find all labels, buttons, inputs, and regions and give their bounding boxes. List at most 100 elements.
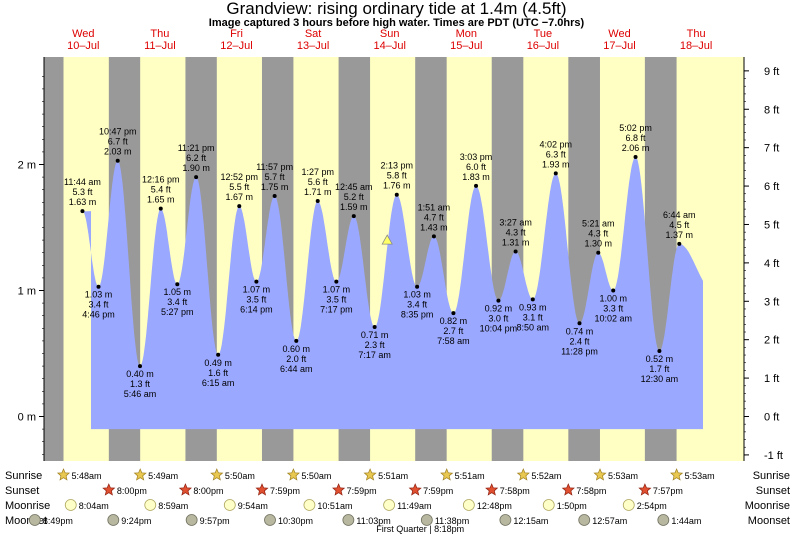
sunset-time: 7:59pm bbox=[270, 486, 300, 496]
extreme-dot bbox=[513, 249, 518, 254]
sunrise-time: 5:51am bbox=[378, 471, 408, 481]
moonset-icon bbox=[657, 514, 670, 526]
extreme-label: 0.40 m bbox=[126, 369, 154, 379]
extreme-label: 7:17 pm bbox=[320, 305, 353, 315]
day-of-week-label: Mon bbox=[456, 28, 477, 40]
extreme-dot bbox=[496, 298, 501, 303]
extreme-dot bbox=[216, 352, 221, 357]
moonrise-icon bbox=[303, 499, 316, 511]
date-label: 18–Jul bbox=[680, 40, 712, 52]
extreme-label: 5:02 pm bbox=[619, 123, 652, 133]
extreme-label: 4.7 ft bbox=[424, 212, 445, 222]
extreme-label: 11:28 pm bbox=[561, 346, 598, 356]
extreme-label: 0.74 m bbox=[566, 326, 594, 336]
right-tick-label: 9 ft bbox=[764, 66, 779, 78]
extreme-label: 10:47 pm bbox=[99, 127, 137, 137]
extreme-label: 5:27 pm bbox=[161, 307, 194, 317]
right-tick-label: 0 ft bbox=[764, 412, 779, 424]
extreme-dot bbox=[237, 204, 242, 209]
sunrise-icon bbox=[670, 468, 684, 481]
extreme-label: 10:02 am bbox=[594, 314, 632, 324]
extreme-label: 3.4 ft bbox=[89, 300, 110, 310]
extreme-label: 1.63 m bbox=[69, 197, 97, 207]
moonset-time: 12:15am bbox=[513, 516, 548, 526]
extreme-label: 8:50 am bbox=[517, 322, 550, 332]
row-label-left: Sunset bbox=[5, 485, 39, 497]
moonset-icon bbox=[185, 514, 198, 526]
row-label-left: Moonrise bbox=[5, 500, 50, 512]
extreme-label: 1:51 am bbox=[418, 202, 451, 212]
tide-extreme-high: 5:02 pm6.8 ft2.06 m bbox=[619, 123, 652, 159]
sunrise-icon bbox=[133, 468, 147, 481]
sunset-time: 7:58pm bbox=[576, 486, 606, 496]
extreme-label: 5.5 ft bbox=[229, 182, 250, 192]
chart-title: Grandview: rising ordinary tide at 1.4m … bbox=[226, 0, 567, 18]
extreme-label: 1.43 m bbox=[420, 222, 448, 232]
extreme-labels: 11:44 am5.3 ft1.63 m1.03 m3.4 ft4:46 pm1… bbox=[64, 123, 696, 399]
row-label-right: Moonset bbox=[748, 515, 790, 527]
sunrise-icon bbox=[363, 468, 377, 481]
extreme-label: 0.93 m bbox=[519, 302, 547, 312]
extreme-dot bbox=[611, 288, 616, 293]
moonrise-time: 11:49am bbox=[397, 501, 431, 511]
extreme-label: 1.75 m bbox=[261, 182, 289, 192]
extreme-dot bbox=[677, 241, 682, 246]
date-label: 12–Jul bbox=[220, 40, 252, 52]
extreme-dot bbox=[596, 250, 601, 255]
extreme-label: 1.31 m bbox=[502, 237, 530, 247]
extreme-label: 1.90 m bbox=[182, 163, 210, 173]
extreme-label: 6:15 am bbox=[202, 378, 235, 388]
extreme-label: 5.2 ft bbox=[344, 192, 365, 202]
left-tick-label: 1 m bbox=[18, 286, 36, 298]
sunrise-icon bbox=[56, 468, 71, 481]
extreme-label: 3.3 ft bbox=[603, 304, 624, 314]
extreme-label: 1.6 ft bbox=[208, 368, 229, 378]
extreme-label: 5.7 ft bbox=[265, 172, 286, 182]
moonrise-icon bbox=[64, 499, 77, 511]
extreme-label: 7:58 am bbox=[437, 336, 470, 346]
sun-moon-table: Sunrise Sunrise Sunset Sunset Moonrise Moonri… bbox=[5, 468, 790, 534]
tide-extreme-high: 12:16 pm5.4 ft1.65 m bbox=[142, 175, 180, 211]
tide-extreme-low: 1.03 m3.4 ft4:46 pm bbox=[82, 284, 115, 320]
tide-extreme-high: 1:27 pm5.6 ft1.71 m bbox=[301, 167, 334, 204]
tide-extreme-high: 12:45 am5.2 ft1.59 m bbox=[335, 182, 373, 219]
extreme-label: 1:27 pm bbox=[301, 167, 334, 177]
extreme-label: 2.3 ft bbox=[365, 340, 386, 350]
moonrise-icon bbox=[383, 499, 396, 511]
sunset-time: 7:59pm bbox=[423, 486, 453, 496]
sunrise-time: 5:52am bbox=[531, 471, 561, 481]
day-of-week-label: Fri bbox=[230, 28, 243, 40]
extreme-label: 3.5 ft bbox=[246, 295, 267, 305]
moonrise-time: 9:54am bbox=[238, 501, 268, 511]
sunset-icon bbox=[255, 483, 269, 496]
date-label: 13–Jul bbox=[297, 40, 329, 52]
sunset-icon bbox=[178, 483, 192, 496]
sunset-time: 7:58pm bbox=[500, 486, 530, 496]
day-of-week-label: Sat bbox=[305, 28, 322, 40]
tide-extreme-high: 12:52 pm5.5 ft1.67 m bbox=[221, 172, 259, 209]
moonset-icon bbox=[264, 514, 276, 526]
right-tick-label: 8 ft bbox=[764, 104, 779, 116]
right-tick-label: 7 ft bbox=[764, 143, 779, 155]
sunrise-time: 5:49am bbox=[148, 471, 178, 481]
extreme-label: 11:21 pm bbox=[178, 143, 215, 153]
extreme-label: 4.3 ft bbox=[506, 227, 527, 237]
tide-extreme-high: 11:57 pm5.7 ft1.75 m bbox=[256, 162, 293, 198]
extreme-dot bbox=[315, 199, 320, 204]
date-label: 16–Jul bbox=[527, 40, 559, 52]
extreme-label: 1.7 ft bbox=[649, 364, 670, 374]
moonrise-icon bbox=[542, 499, 555, 511]
extreme-label: 11:44 am bbox=[64, 177, 101, 187]
moonrise-icon bbox=[462, 499, 475, 511]
left-tick-label: 0 m bbox=[18, 412, 36, 424]
extreme-dot bbox=[115, 158, 120, 163]
extreme-label: 6:14 pm bbox=[240, 305, 273, 315]
tide-extreme-high: 2:13 pm5.8 ft1.76 m bbox=[381, 161, 413, 197]
sunset-icon bbox=[332, 483, 346, 496]
date-label: 14–Jul bbox=[373, 40, 405, 52]
extreme-label: 4:46 pm bbox=[82, 310, 115, 320]
extreme-label: 12:52 pm bbox=[221, 172, 259, 182]
extreme-dot bbox=[294, 338, 299, 343]
